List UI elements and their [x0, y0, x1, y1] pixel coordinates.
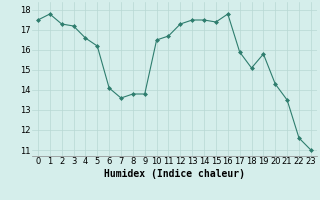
X-axis label: Humidex (Indice chaleur): Humidex (Indice chaleur) [104, 169, 245, 179]
